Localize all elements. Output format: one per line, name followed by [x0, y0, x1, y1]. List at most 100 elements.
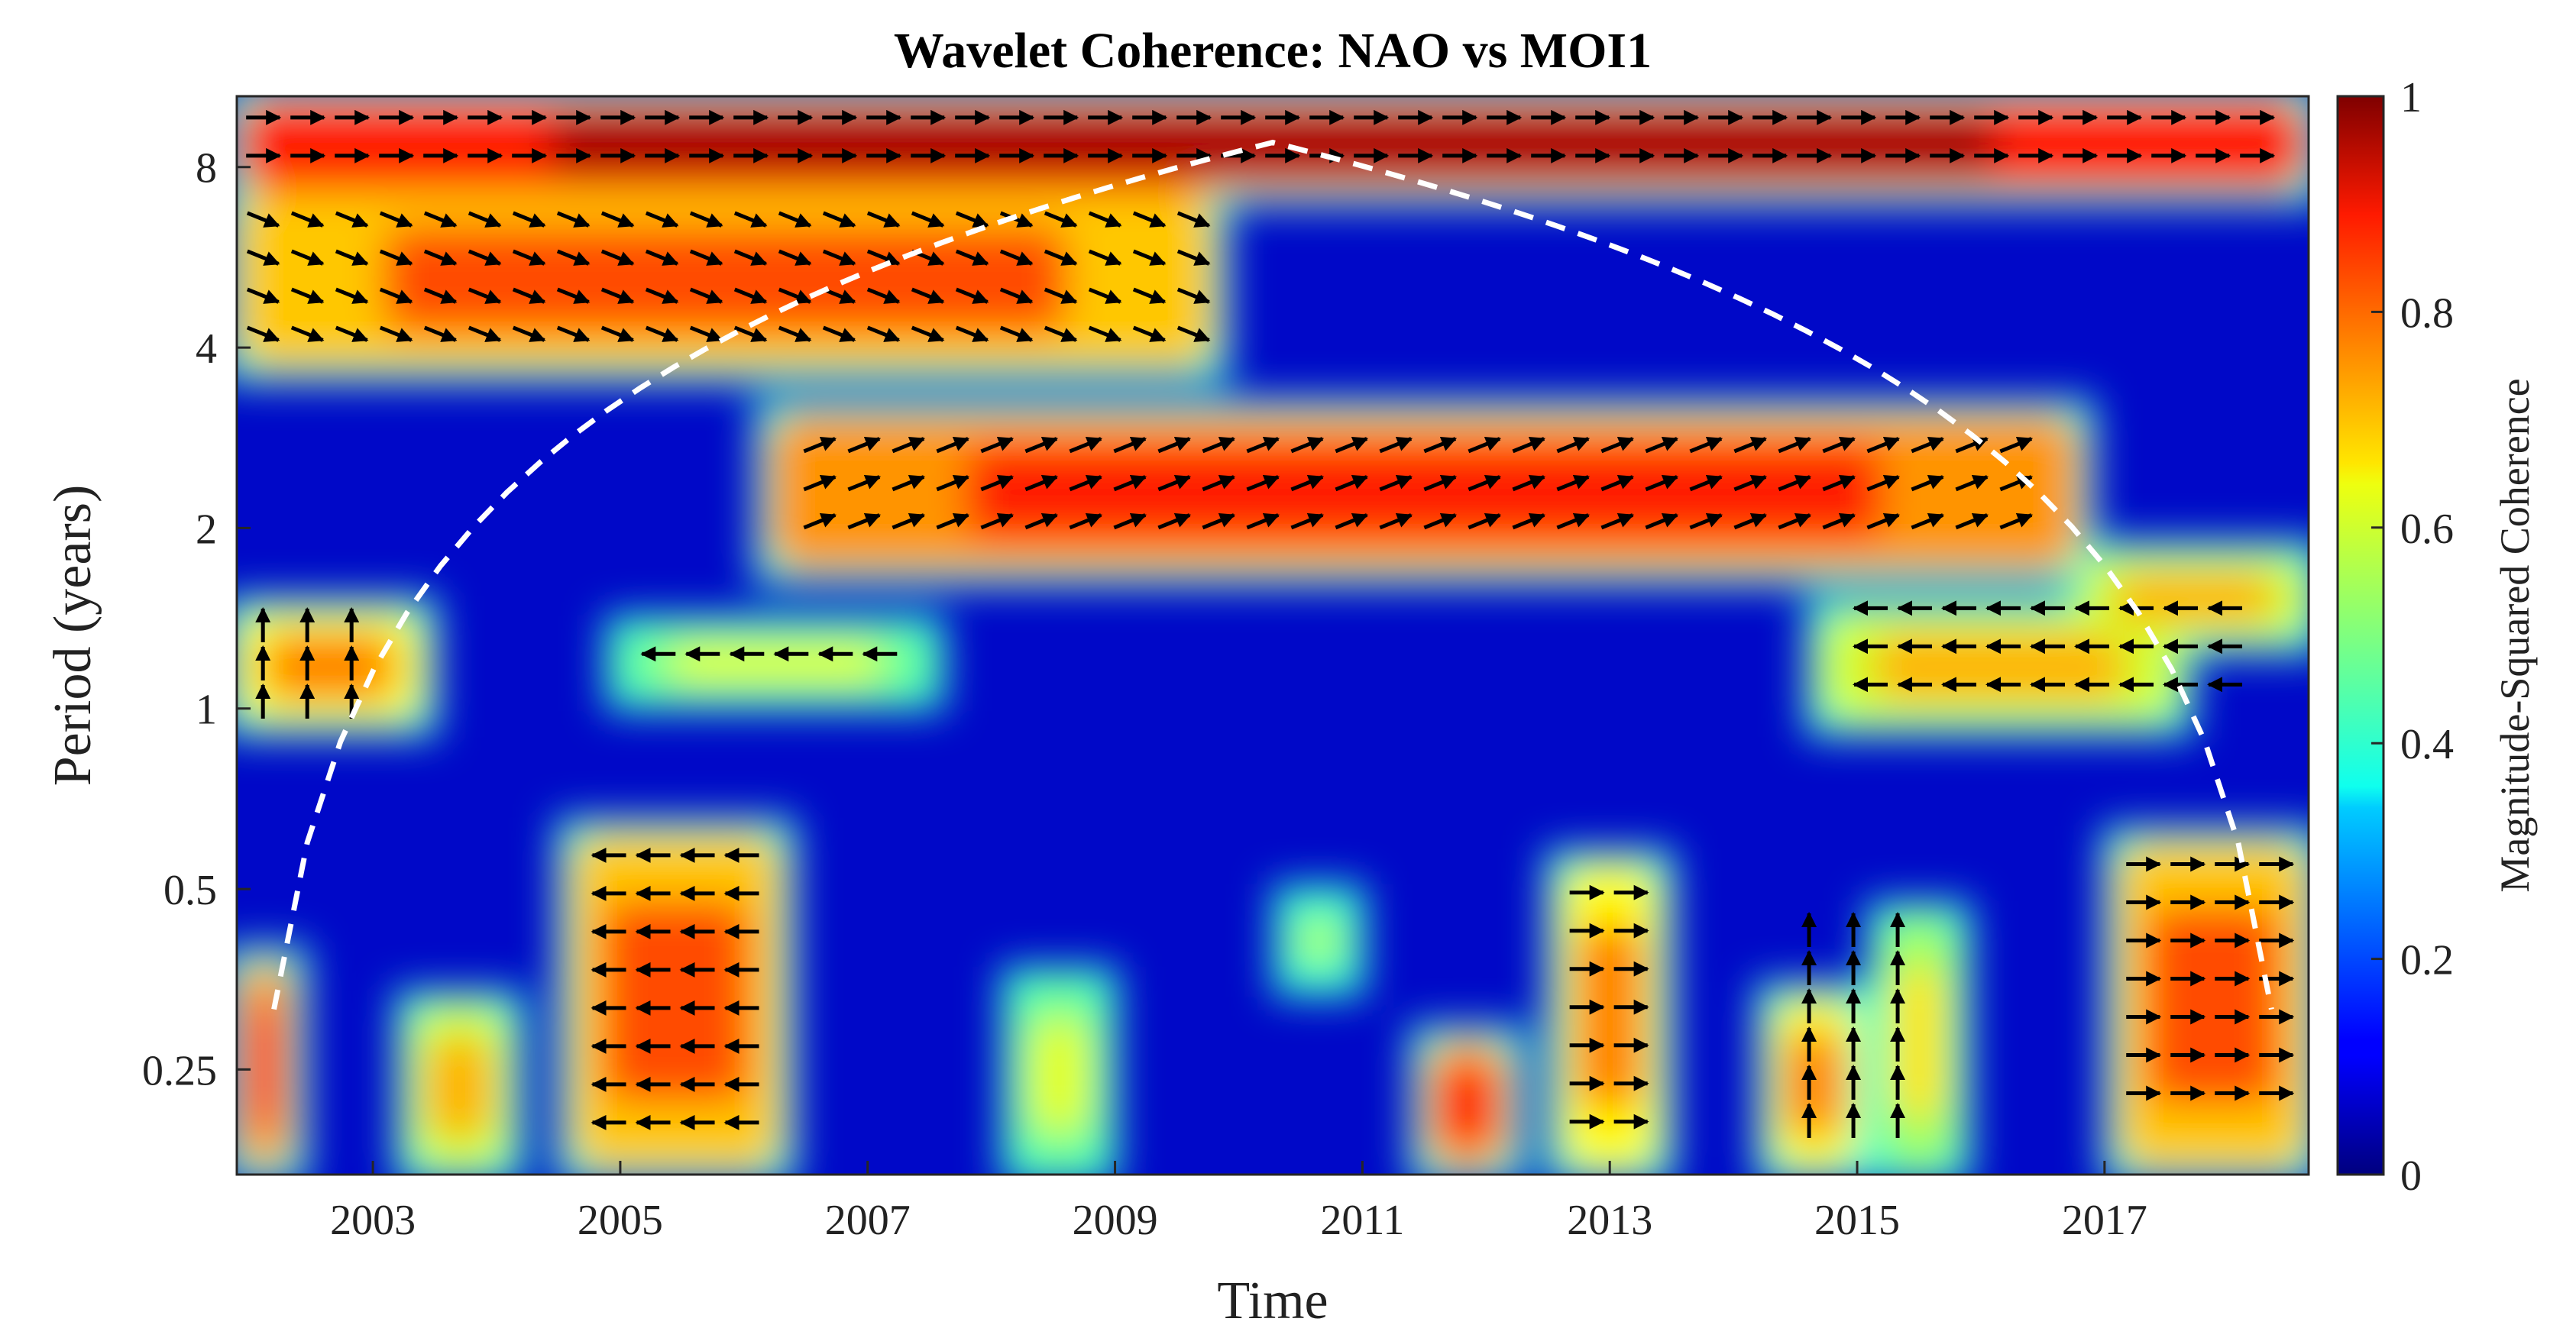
phase-arrow	[1556, 512, 1591, 530]
phase-arrow	[1290, 474, 1325, 492]
phase-arrow	[822, 249, 856, 266]
coherence-core	[965, 444, 1884, 539]
phase-arrow	[778, 325, 812, 342]
phase-arrow	[803, 436, 837, 454]
phase-arrow	[999, 287, 1034, 304]
phase-arrow	[1689, 512, 1723, 530]
phase-arrow	[1512, 436, 1546, 454]
phase-arrow	[290, 249, 325, 266]
coherence-core	[1574, 925, 1645, 1109]
phase-arrow	[822, 287, 856, 304]
phase-arrow	[1468, 512, 1502, 530]
coherence-core	[383, 226, 1068, 333]
phase-arrow	[847, 436, 882, 454]
phase-arrow	[1024, 436, 1059, 454]
coherence-core	[244, 1002, 284, 1129]
phase-arrow	[980, 436, 1015, 454]
coherence-core	[1297, 916, 1341, 966]
phase-arrow	[1822, 512, 1856, 530]
phase-arrow	[1176, 211, 1211, 228]
x-axis-label: Time	[1217, 1272, 1328, 1330]
plot-area	[235, 95, 2310, 1176]
phase-arrow	[1866, 474, 1901, 492]
phase-arrow	[1955, 512, 1989, 530]
phase-arrow	[1176, 287, 1211, 304]
colorbar-tick-label: 0.8	[2400, 289, 2454, 337]
phase-arrow	[1645, 436, 1679, 454]
phase-arrow	[866, 325, 901, 342]
phase-arrow	[1423, 474, 1458, 492]
colorbar-tick-label: 0.2	[2400, 937, 2454, 984]
phase-arrow	[892, 512, 926, 530]
phase-arrow	[980, 512, 1015, 530]
phase-arrow	[1689, 436, 1723, 454]
phase-arrow	[1689, 474, 1723, 492]
phase-arrow	[600, 325, 635, 342]
plot-frame	[235, 95, 2310, 1176]
phase-arrow	[379, 325, 413, 342]
phase-arrow	[980, 474, 1015, 492]
phase-arrow	[1733, 512, 1768, 530]
phase-arrow	[379, 287, 413, 304]
phase-arrow	[468, 325, 502, 342]
phase-arrow	[1335, 474, 1369, 492]
y-axis: 0.25 0.5 1 2 4 8	[142, 145, 251, 1094]
phase-arrow	[290, 211, 325, 228]
y-tick-label: 0.5	[163, 867, 217, 914]
phase-arrow	[423, 211, 458, 228]
phase-arrow	[1113, 436, 1147, 454]
phase-arrow	[246, 249, 280, 266]
y-axis-label: Period (years)	[44, 485, 102, 787]
phase-arrow	[1733, 436, 1768, 454]
phase-arrow	[335, 249, 369, 266]
phase-arrow	[379, 249, 413, 266]
phase-arrow	[1999, 436, 2034, 454]
phase-arrow	[955, 325, 989, 342]
phase-arrow	[512, 325, 546, 342]
phase-arrow	[1290, 436, 1325, 454]
phase-arrow	[1044, 325, 1078, 342]
phase-arrow	[1645, 474, 1679, 492]
colorbar-tick-label: 0	[2400, 1152, 2422, 1200]
phase-arrow	[1733, 474, 1768, 492]
phase-arrow	[1778, 436, 1812, 454]
phase-arrow	[556, 249, 591, 266]
phase-arrow	[803, 474, 837, 492]
phase-arrow	[468, 249, 502, 266]
phase-arrow	[1202, 436, 1236, 454]
phase-arrow	[1176, 325, 1211, 342]
phase-arrow	[1069, 474, 1103, 492]
phase-arrow	[246, 325, 280, 342]
phase-arrows	[246, 109, 2295, 1139]
phase-arrow	[733, 211, 768, 228]
coherence-core	[666, 643, 883, 683]
x-tick-label: 2003	[330, 1197, 416, 1244]
phase-arrow	[1423, 436, 1458, 454]
phase-arrow	[733, 325, 768, 342]
phase-arrow	[1822, 436, 1856, 454]
phase-arrow	[512, 287, 546, 304]
phase-arrow	[512, 249, 546, 266]
phase-arrow	[1468, 474, 1502, 492]
phase-arrow	[936, 436, 970, 454]
colorbar-gradient	[2338, 96, 2383, 1175]
phase-arrow	[1088, 211, 1122, 228]
phase-arrow	[645, 249, 679, 266]
chart-title: Wavelet Coherence: NAO vs MOI1	[894, 23, 1652, 79]
phase-arrow	[290, 325, 325, 342]
phase-arrow	[1132, 249, 1167, 266]
phase-arrow	[1157, 512, 1192, 530]
phase-arrow	[1778, 474, 1812, 492]
colorbar-tick-label: 0.6	[2400, 506, 2454, 553]
colorbar-tick-label: 1	[2400, 74, 2422, 121]
phase-arrow	[1335, 512, 1369, 530]
phase-arrow	[423, 287, 458, 304]
coherence-core	[425, 1038, 494, 1137]
phase-arrow	[600, 211, 635, 228]
phase-arrow	[1246, 474, 1280, 492]
phase-arrow	[1468, 436, 1502, 454]
phase-arrow	[689, 325, 723, 342]
phase-arrow	[936, 512, 970, 530]
phase-arrow	[733, 249, 768, 266]
